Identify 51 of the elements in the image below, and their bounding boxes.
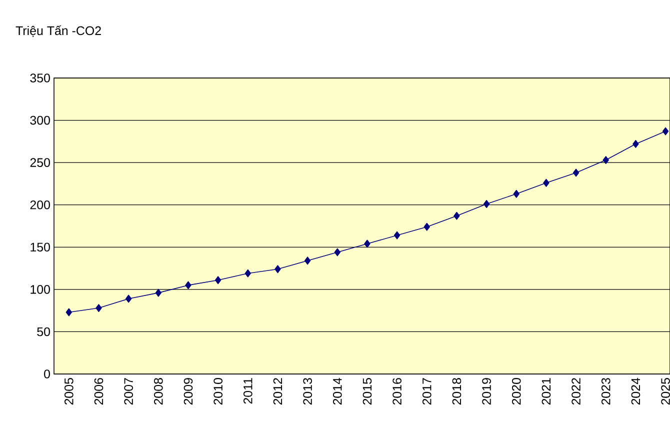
point [96, 304, 102, 312]
x-tick-label: 2007 [124, 378, 133, 405]
x-tick-label: 2022 [572, 378, 580, 405]
x-tick-label: 2009 [184, 378, 193, 405]
y-tick-label: 0 [44, 370, 50, 378]
x-tick-label: 2018 [452, 378, 462, 405]
point [632, 140, 639, 148]
x-tick-label: 2020 [512, 378, 521, 405]
x-tick-label: 2013 [303, 378, 312, 405]
x-tick-label: 2024 [631, 378, 640, 405]
x-tick-label: 2010 [214, 378, 222, 405]
point [125, 294, 132, 303]
y-tick-label: 50 [37, 327, 50, 336]
x-tick-label: 2016 [392, 378, 402, 405]
x-tick-label: 2014 [332, 378, 342, 405]
x-tick-label: 2011 [244, 378, 252, 404]
x-tick-label: 2006 [94, 378, 104, 405]
point [394, 231, 400, 240]
y-tick-label: 350 [30, 74, 50, 82]
x-tick-label: 2005 [64, 378, 74, 405]
point [602, 156, 609, 164]
x-tick-label: 2008 [154, 378, 163, 405]
point [244, 269, 251, 278]
x-tick-label: 2023 [601, 378, 610, 405]
y-tick-label: 200 [30, 200, 50, 210]
point [513, 190, 520, 198]
y-tick-label: 150 [30, 242, 50, 252]
point [572, 168, 580, 177]
point [543, 178, 550, 187]
y-tick-label: 300 [30, 116, 50, 125]
point [454, 212, 460, 220]
x-tick-label: 2015 [362, 378, 372, 405]
point [155, 288, 162, 297]
point [304, 256, 311, 265]
x-tick-label: 2017 [422, 378, 432, 405]
x-tick-label: 2025 [661, 378, 670, 405]
point [662, 127, 669, 136]
x-tick-label: 2019 [482, 378, 491, 405]
point [483, 200, 490, 208]
y-axis-title: Triệu Tấn -CO2 [16, 25, 101, 37]
point [424, 222, 430, 231]
y-tick-label: 100 [30, 285, 50, 294]
x-tick-label: 2012 [273, 378, 282, 405]
point [334, 248, 340, 256]
point [66, 308, 72, 316]
y-tick-label: 250 [30, 158, 50, 167]
point [214, 276, 222, 284]
point [364, 240, 370, 248]
x-tick-label: 2021 [542, 378, 551, 405]
point [274, 265, 281, 274]
point [185, 281, 192, 290]
